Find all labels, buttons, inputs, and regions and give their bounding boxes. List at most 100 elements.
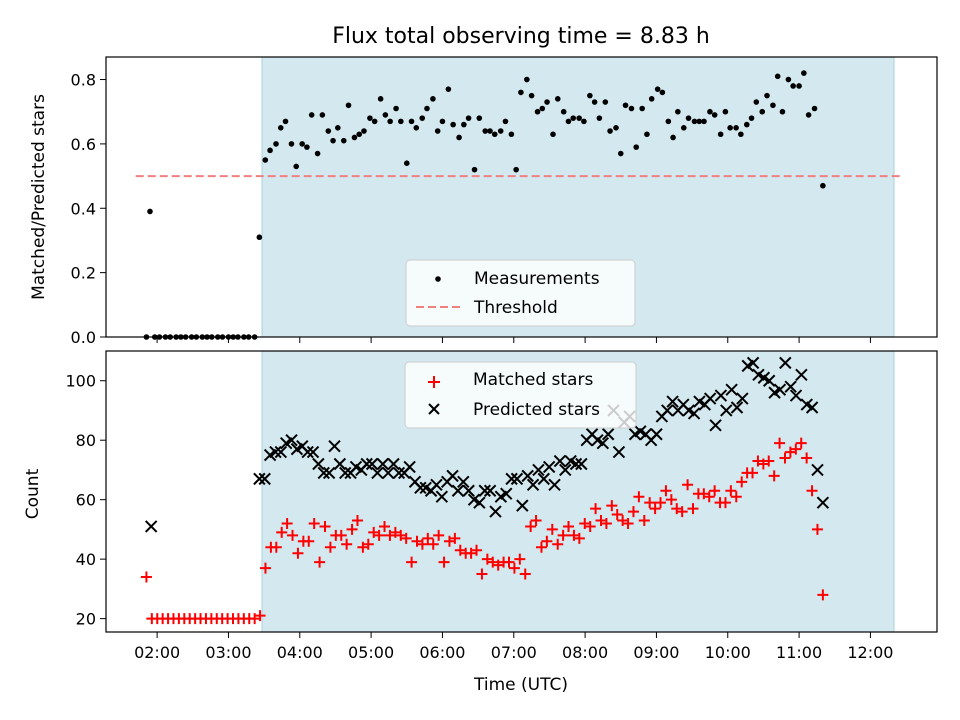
- matched-point: [373, 529, 385, 541]
- matched-point: [259, 562, 271, 574]
- matched-point: [649, 503, 661, 515]
- measurement-point: [413, 125, 420, 131]
- x-tick-label: 02:00: [134, 643, 180, 662]
- predicted-point: [322, 466, 336, 480]
- matched-point: [660, 485, 672, 497]
- measurement-point: [759, 108, 766, 115]
- measurement-point: [439, 118, 446, 125]
- matched-point: [314, 556, 326, 568]
- matched-point: [725, 485, 737, 497]
- measurement-point: [554, 96, 561, 102]
- measurement-point: [748, 115, 755, 121]
- measurement-point: [779, 108, 786, 115]
- measurement-point: [811, 105, 818, 112]
- measurement-point: [465, 115, 472, 121]
- matched-point: [535, 541, 547, 553]
- measurement-point: [456, 134, 462, 141]
- predicted-point: [746, 356, 760, 370]
- matched-point: [563, 520, 575, 532]
- measurement-point: [371, 118, 378, 125]
- measurement-point: [696, 118, 703, 125]
- measurement-point: [711, 112, 718, 118]
- legend-threshold-label: Threshold: [473, 298, 558, 318]
- predicted-point: [457, 475, 470, 489]
- measurement-point: [570, 115, 577, 121]
- matched-point: [427, 538, 439, 550]
- matched-point: [422, 532, 434, 544]
- predicted-point: [274, 445, 288, 459]
- matched-point: [471, 544, 483, 556]
- x-tick-label: 11:00: [776, 643, 822, 662]
- predicted-point: [376, 457, 390, 471]
- matched-point: [638, 514, 650, 526]
- matched-point: [400, 532, 412, 544]
- predicted-point: [553, 454, 567, 468]
- matched-point: [503, 556, 515, 568]
- predicted-point: [328, 439, 341, 453]
- measurement-point: [277, 125, 284, 131]
- x-tick-label: 07:00: [491, 643, 537, 662]
- measurement-point: [424, 105, 430, 112]
- predicted-point: [333, 457, 347, 471]
- matched-point: [747, 467, 759, 479]
- measurement-point: [685, 115, 692, 121]
- matched-point: [254, 610, 266, 622]
- predicted-point: [784, 380, 797, 393]
- matched-point: [730, 491, 742, 503]
- measurement-point: [539, 105, 546, 112]
- matched-point: [140, 571, 152, 583]
- measurement-point: [325, 128, 332, 134]
- measurement-point: [565, 118, 572, 125]
- legend-matched-marker: [428, 376, 440, 388]
- predicted-point: [720, 404, 733, 417]
- predicted-point: [666, 395, 679, 408]
- measurement-point: [587, 92, 593, 99]
- predicted-point: [285, 433, 298, 447]
- measurement-point: [356, 131, 363, 138]
- matched-point: [341, 538, 353, 550]
- predicted-point: [510, 472, 524, 486]
- measurement-point: [591, 99, 598, 105]
- measurement-point: [330, 137, 336, 144]
- predicted-point: [569, 457, 583, 471]
- predicted-point: [381, 466, 395, 480]
- matched-point: [611, 509, 623, 521]
- matched-point: [416, 538, 428, 550]
- legend-matched-label: Matched stars: [473, 370, 593, 390]
- matched-point: [449, 532, 461, 544]
- matched-point: [552, 538, 564, 550]
- matched-point: [736, 476, 748, 488]
- measurement-point: [513, 166, 519, 173]
- matched-point: [324, 541, 336, 553]
- matched-point: [817, 589, 829, 601]
- matched-point: [590, 503, 602, 515]
- predicted-point: [462, 484, 475, 497]
- x-tick-label: 03:00: [205, 643, 251, 662]
- predicted-point: [789, 389, 803, 402]
- predicted-point: [144, 520, 158, 533]
- matched-point: [351, 514, 363, 526]
- y-tick-label: 0.2: [71, 264, 96, 283]
- measurement-point: [408, 118, 415, 125]
- predicted-point: [773, 383, 787, 396]
- matched-point: [476, 568, 488, 580]
- predicted-point: [446, 469, 459, 483]
- measurement-point: [351, 134, 358, 141]
- measurement-point: [770, 102, 776, 109]
- predicted-point: [312, 457, 325, 471]
- legend-measurements-label: Measurements: [474, 269, 600, 289]
- y-tick-label: 0.4: [71, 199, 96, 218]
- measurement-point: [314, 150, 321, 157]
- bottom-legend: Matched stars Predicted stars: [404, 361, 637, 429]
- measurement-point: [534, 108, 541, 115]
- y-tick-label: 20: [76, 610, 96, 629]
- measurement-point: [691, 118, 698, 125]
- predicted-point: [526, 478, 540, 492]
- measurement-point: [633, 144, 640, 150]
- x-tick-label: 10:00: [705, 643, 751, 662]
- legend-predicted-label: Predicted stars: [473, 400, 600, 420]
- bottom-legend-box: [404, 361, 637, 429]
- bottom-y-axis: 20 40 60 80 100: [65, 372, 106, 629]
- predicted-point: [762, 374, 776, 387]
- measurement-point: [648, 96, 655, 102]
